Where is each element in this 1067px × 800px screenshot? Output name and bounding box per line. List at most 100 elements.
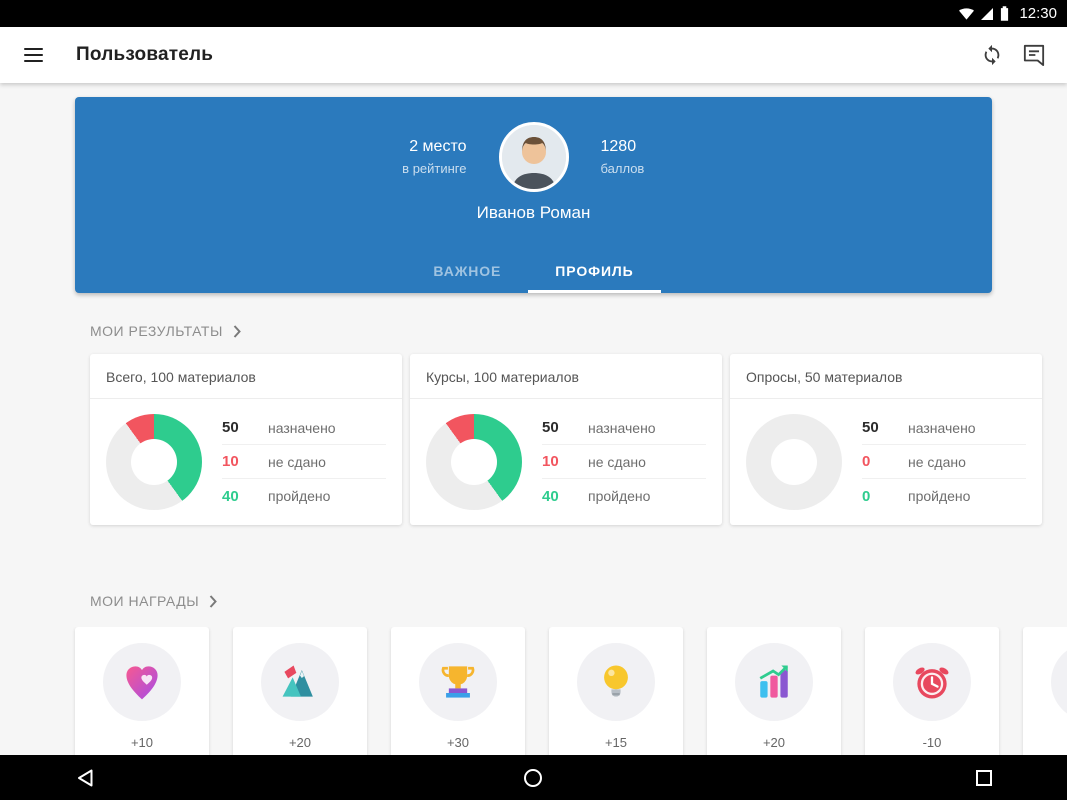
tab-profile[interactable]: ПРОФИЛЬ	[528, 249, 661, 293]
menu-button[interactable]	[12, 34, 54, 76]
legend-row-assigned: 50 назначено	[542, 411, 706, 445]
chevron-right-icon	[209, 594, 217, 608]
messages-button[interactable]	[1013, 34, 1055, 76]
profile-tabs: ВАЖНОЕ ПРОФИЛЬ	[75, 249, 992, 293]
profile-stats: 2 место в рейтинге 1280 баллов	[75, 97, 992, 192]
award-points: -10	[922, 735, 942, 750]
legend-value: 40	[542, 487, 559, 505]
award-card[interactable]: +20	[707, 627, 841, 755]
legend-value: 10	[542, 453, 559, 470]
legend-value: 50	[542, 419, 559, 436]
mountain-icon	[282, 665, 313, 697]
app-bar: Пользователь	[0, 27, 1067, 83]
result-card-total[interactable]: Всего, 100 материалов 50 назначено 10 не…	[90, 354, 402, 525]
award-badge	[893, 643, 971, 721]
legend-label: пройдено	[908, 488, 971, 504]
legend-label: назначено	[908, 419, 976, 436]
award-points: +10	[130, 735, 154, 750]
sync-button[interactable]	[971, 34, 1013, 76]
award-card[interactable]: +20	[233, 627, 367, 755]
legend-value: 0	[862, 487, 871, 505]
award-badge	[577, 643, 655, 721]
messages-icon	[1023, 44, 1045, 66]
award-points: +15	[604, 735, 628, 750]
award-card[interactable]: +15	[549, 627, 683, 755]
legend-label: пройдено	[268, 488, 331, 504]
points-stat: 1280 баллов	[601, 138, 719, 176]
wifi-icon	[959, 7, 975, 20]
status-bar: 12:30	[0, 0, 1067, 27]
recents-button[interactable]	[976, 769, 993, 786]
award-points: +30	[446, 735, 470, 750]
legend-row-passed: 0 пройдено	[862, 479, 1026, 513]
bar-chart-icon	[759, 665, 788, 698]
home-button[interactable]	[523, 768, 543, 788]
home-icon	[524, 768, 542, 787]
avatar	[498, 122, 569, 192]
points-value: 1280	[600, 138, 637, 155]
rank-label: в рейтинге	[402, 161, 467, 176]
award-card[interactable]: +10	[75, 627, 209, 755]
results-section-title: МОИ РЕЗУЛЬТАТЫ	[90, 323, 223, 339]
donut-chart	[746, 414, 842, 510]
tab-important[interactable]: ВАЖНОЕ	[433, 263, 502, 279]
legend-row-failed: 10 не сдано	[542, 445, 706, 479]
award-badge	[735, 643, 813, 721]
result-card-courses[interactable]: Курсы, 100 материалов 50 назначено 10 не…	[410, 354, 722, 525]
legend-label: пройдено	[588, 488, 651, 504]
profile-card: 2 место в рейтинге 1280 баллов Иванов	[75, 97, 992, 293]
battery-icon	[1001, 6, 1009, 21]
result-card-title: Опросы, 50 материалов	[730, 354, 1042, 399]
rank-stat: 2 место в рейтинге	[349, 138, 467, 176]
award-points: +20	[762, 735, 786, 750]
legend: 50 назначено 10 не сдано 40 пройдено	[542, 411, 706, 513]
legend-label: не сдано	[908, 453, 966, 470]
results-row: Всего, 100 материалов 50 назначено 10 не…	[90, 354, 1042, 525]
content-area: 2 место в рейтинге 1280 баллов Иванов	[0, 83, 1067, 755]
back-icon	[78, 769, 93, 786]
donut-chart	[106, 414, 202, 510]
result-card-surveys[interactable]: Опросы, 50 материалов 50 назначено 0 не …	[730, 354, 1042, 525]
recents-icon	[976, 769, 992, 786]
legend-value: 50	[862, 419, 879, 436]
legend-label: назначено	[588, 419, 656, 436]
page-title: Пользователь	[76, 44, 214, 65]
award-card[interactable]	[1023, 627, 1067, 755]
donut-chart	[426, 414, 522, 510]
clock-icon	[915, 667, 949, 699]
navigation-bar	[0, 755, 1067, 800]
legend: 50 назначено 10 не сдано 40 пройдено	[222, 411, 386, 513]
awards-section-header[interactable]: МОИ НАГРАДЫ	[90, 593, 1067, 609]
award-badge	[261, 643, 339, 721]
legend-label: не сдано	[268, 453, 326, 470]
award-card[interactable]: +30	[391, 627, 525, 755]
award-card[interactable]: -10	[865, 627, 999, 755]
result-card-title: Курсы, 100 материалов	[410, 354, 722, 399]
results-section-header[interactable]: МОИ РЕЗУЛЬТАТЫ	[90, 323, 1067, 339]
legend-value: 50	[222, 419, 239, 436]
award-badge	[103, 643, 181, 721]
avatar-image	[501, 125, 566, 189]
cellular-signal-icon	[981, 7, 994, 20]
heart-pin-icon	[126, 666, 158, 700]
back-button[interactable]	[77, 769, 93, 787]
status-time: 12:30	[1019, 5, 1057, 22]
menu-icon	[23, 48, 43, 62]
chevron-right-icon	[233, 324, 241, 338]
result-card-title: Всего, 100 материалов	[90, 354, 402, 399]
legend-value: 0	[862, 453, 871, 470]
legend-row-failed: 0 не сдано	[862, 445, 1026, 479]
legend-row-failed: 10 не сдано	[222, 445, 386, 479]
lightbulb-icon	[604, 665, 628, 697]
award-badge	[1051, 643, 1067, 721]
legend-label: назначено	[268, 419, 336, 436]
awards-row: +10 +20	[0, 627, 1067, 755]
profile-name: Иванов Роман	[476, 203, 591, 222]
legend-value: 40	[222, 487, 239, 505]
legend-row-assigned: 50 назначено	[222, 411, 386, 445]
legend-label: не сдано	[588, 453, 646, 470]
trophy-icon	[441, 666, 475, 698]
legend-row-passed: 40 пройдено	[222, 479, 386, 513]
legend-row-assigned: 50 назначено	[862, 411, 1026, 445]
